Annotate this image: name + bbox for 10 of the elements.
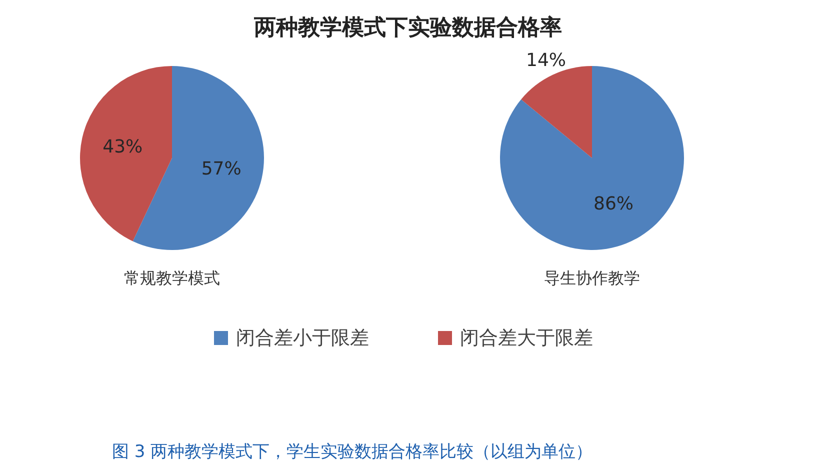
legend-label: 闭合差大于限差 bbox=[460, 327, 593, 349]
data-label: 57% bbox=[201, 158, 242, 180]
caption: 图 3 两种教学模式下，学生实验数据合格率比较（以组为单位） bbox=[112, 442, 593, 462]
chart-title: 两种教学模式下实验数据合格率 bbox=[253, 14, 562, 40]
data-label: 14% bbox=[526, 50, 566, 71]
slice-label: 导生协作教学 bbox=[544, 268, 640, 288]
data-label: 43% bbox=[102, 136, 143, 158]
data-label: 86% bbox=[594, 193, 634, 214]
slice-label: 常规教学模式 bbox=[124, 268, 220, 288]
legend-label: 闭合差小于限差 bbox=[236, 327, 369, 349]
